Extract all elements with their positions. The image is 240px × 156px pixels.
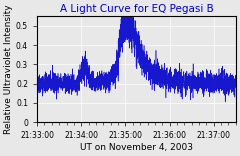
X-axis label: UT on November 4, 2003: UT on November 4, 2003 <box>80 143 193 152</box>
Y-axis label: Relative Ultraviolet Intensity: Relative Ultraviolet Intensity <box>4 4 13 134</box>
Title: A Light Curve for EQ Pegasi B: A Light Curve for EQ Pegasi B <box>60 4 213 14</box>
